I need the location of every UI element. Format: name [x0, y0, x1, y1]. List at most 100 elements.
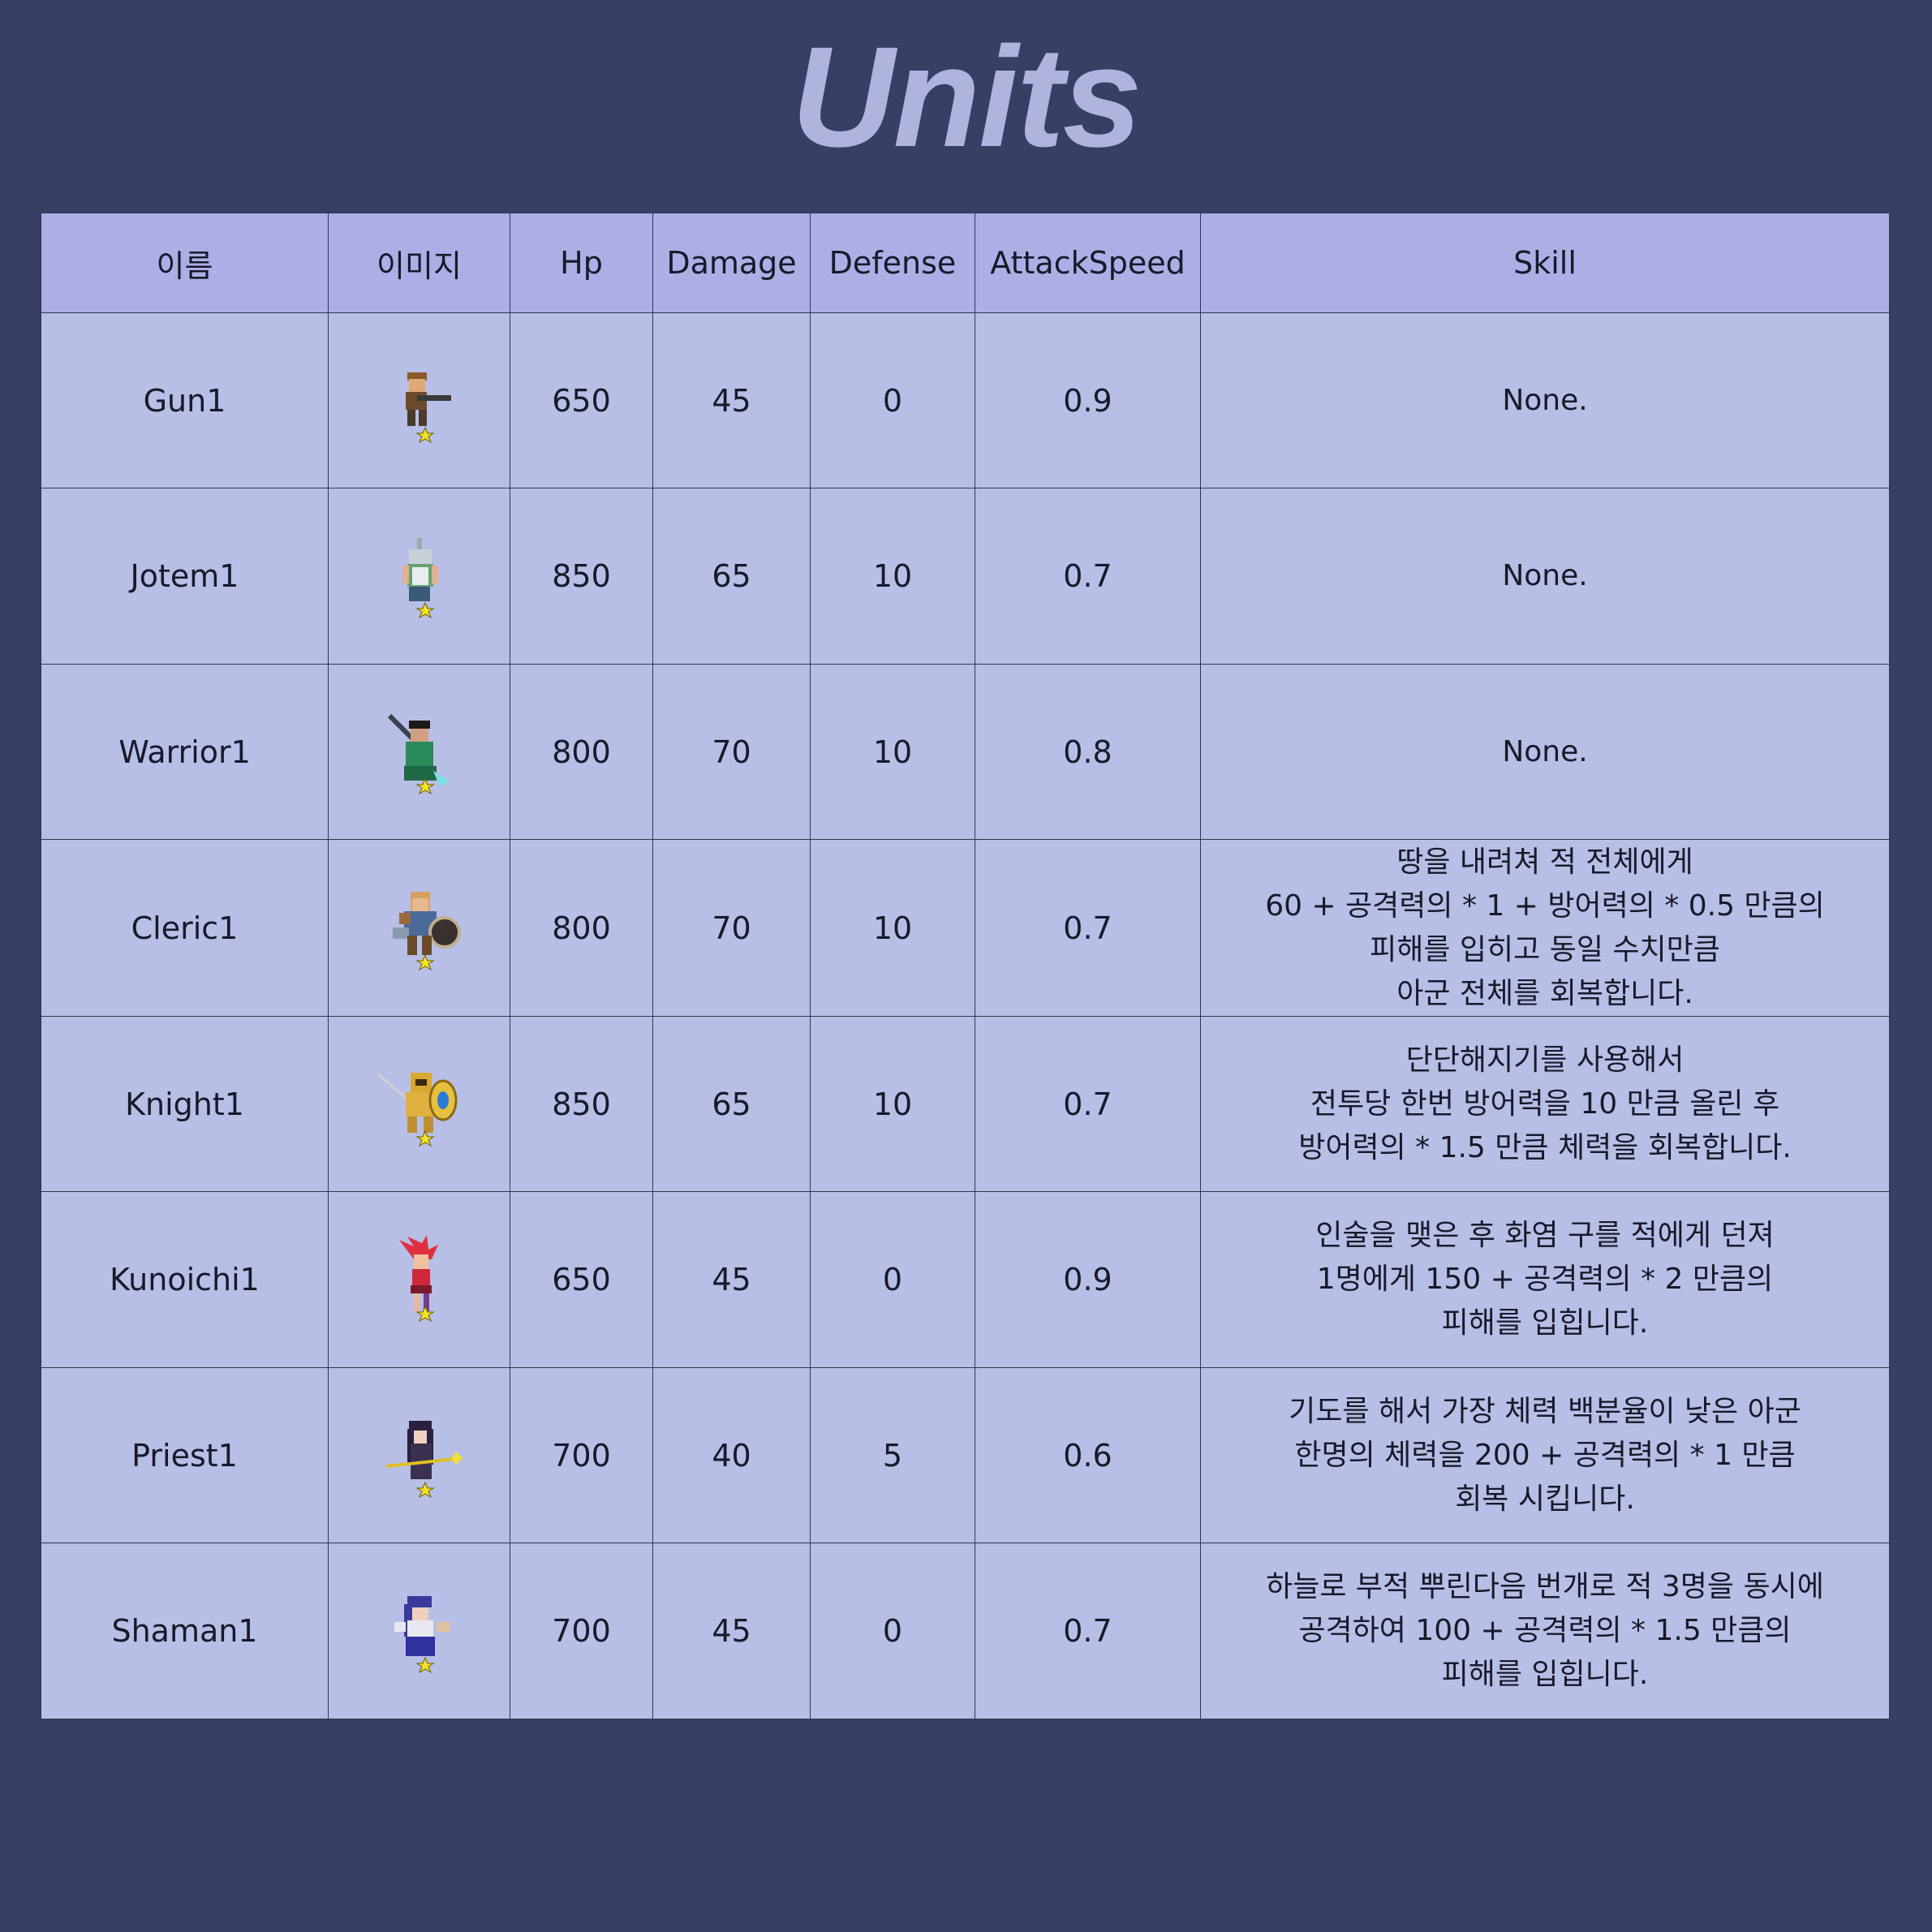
skill-text-line: 피해를 입히고 동일 수치만큼: [1370, 932, 1720, 966]
unit-image-cell: [328, 663, 510, 841]
knight-sprite-icon: [377, 1072, 457, 1147]
page-title: Units: [791, 18, 1142, 177]
unit-hp-cell: 700: [510, 1543, 653, 1719]
column-header-attackspeed: AttackSpeed: [975, 213, 1201, 313]
unit-name-cell: Priest1: [41, 1366, 329, 1544]
skill-text-line: 1명에게 150 + 공격력의 * 2 만큼의: [1316, 1263, 1774, 1297]
unit-name-cell: Warrior1: [41, 663, 329, 841]
unit-image-cell: [328, 1366, 510, 1544]
unit-hp-cell: 650: [510, 1191, 653, 1368]
unit-defense-cell: 10: [810, 663, 975, 841]
table-row: Gun1 650 45 0 0.9 None.: [41, 312, 1890, 489]
skill-text-line: 단단해지기를 사용해서: [1405, 1043, 1685, 1077]
priest-sprite-icon: [385, 1420, 463, 1498]
cleric-sprite-icon: [392, 891, 461, 970]
unit-attackspeed-cell: 0.7: [975, 1543, 1201, 1719]
unit-damage-cell: 70: [652, 663, 811, 841]
table-row: Jotem1 850 65 10 0.7 None.: [41, 488, 1890, 665]
column-header-hp: Hp: [510, 213, 653, 313]
skill-text-line: 하늘로 부적 뿌린다음 번개로 적 3명을 동시에: [1266, 1570, 1824, 1604]
unit-defense-cell: 10: [810, 1015, 975, 1193]
unit-attackspeed-cell: 0.6: [975, 1366, 1201, 1544]
column-header-damage: Damage: [652, 213, 811, 313]
unit-attackspeed-cell: 0.9: [975, 1191, 1201, 1368]
unit-damage-cell: 65: [652, 488, 811, 665]
unit-skill-cell: None.: [1200, 663, 1890, 841]
shaman-sprite-icon: [394, 1596, 450, 1674]
skill-text-line: None.: [1502, 559, 1588, 593]
unit-name-cell: Kunoichi1: [41, 1191, 329, 1368]
unit-hp-cell: 650: [510, 312, 653, 489]
units-table: 이름 이미지 Hp Damage Defense AttackSpeed Ski…: [41, 213, 1890, 1719]
unit-damage-cell: 45: [652, 312, 811, 489]
unit-image-cell: [328, 839, 510, 1017]
kunoichi-sprite-icon: [398, 1235, 438, 1323]
unit-damage-cell: 40: [652, 1366, 811, 1544]
unit-name-cell: Gun1: [41, 312, 329, 489]
column-header-defense: Defense: [810, 213, 975, 313]
skill-text-line: 피해를 입힙니다.: [1441, 1306, 1649, 1340]
unit-defense-cell: 5: [810, 1366, 975, 1544]
skill-text-line: 아군 전체를 회복합니다.: [1396, 976, 1693, 1010]
table-row: Warrior1 800 70 10 0.8 None.: [41, 663, 1890, 841]
skill-text-line: 회복 시킵니다.: [1455, 1482, 1635, 1516]
unit-name-cell: Knight1: [41, 1015, 329, 1193]
jotem-sprite-icon: [402, 538, 438, 619]
unit-defense-cell: 10: [810, 839, 975, 1017]
skill-text-line: None.: [1502, 383, 1588, 417]
unit-hp-cell: 800: [510, 663, 653, 841]
unit-image-cell: [328, 488, 510, 665]
column-header-image: 이미지: [328, 213, 510, 313]
unit-damage-cell: 45: [652, 1191, 811, 1368]
unit-skill-cell: 인술을 맺은 후 화염 구를 적에게 던져 1명에게 150 + 공격력의 * 2…: [1200, 1191, 1890, 1368]
column-header-name: 이름: [41, 213, 329, 313]
unit-image-cell: [328, 1015, 510, 1193]
unit-defense-cell: 0: [810, 1543, 975, 1719]
skill-text-line: 기도를 해서 가장 체력 백분율이 낮은 아군: [1289, 1394, 1801, 1428]
skill-text-line: 전투당 한번 방어력을 10 만큼 올린 후: [1310, 1086, 1780, 1121]
unit-skill-cell: None.: [1200, 488, 1890, 665]
unit-name-cell: Shaman1: [41, 1543, 329, 1719]
unit-name-cell: Jotem1: [41, 488, 329, 665]
unit-hp-cell: 850: [510, 1015, 653, 1193]
unit-name-cell: Cleric1: [41, 839, 329, 1017]
unit-damage-cell: 45: [652, 1543, 811, 1719]
unit-attackspeed-cell: 0.8: [975, 663, 1201, 841]
unit-attackspeed-cell: 0.7: [975, 1015, 1201, 1193]
unit-damage-cell: 70: [652, 839, 811, 1017]
table-header-row: 이름 이미지 Hp Damage Defense AttackSpeed Ski…: [41, 213, 1890, 313]
unit-skill-cell: None.: [1200, 312, 1890, 489]
table-row: Priest1 700 40 5 0.6 기도를 해서 가장 체력 백분율이 낮은 아군…: [41, 1366, 1890, 1544]
skill-text-line: 한명의 체력을 200 + 공격력의 * 1 만큼: [1294, 1438, 1796, 1472]
gunner-sprite-icon: [405, 372, 451, 443]
unit-image-cell: [328, 1191, 510, 1368]
unit-defense-cell: 10: [810, 488, 975, 665]
unit-hp-cell: 700: [510, 1366, 653, 1544]
unit-defense-cell: 0: [810, 312, 975, 489]
table-row: Kunoichi1 650 45 0 0.9 인술을 맺은 후 화염 구를 적에게 던져…: [41, 1191, 1890, 1368]
column-header-skill: Skill: [1200, 213, 1890, 313]
skill-text-line: 공격하여 100 + 공격력의 * 1.5 만큼의: [1298, 1614, 1792, 1648]
unit-hp-cell: 850: [510, 488, 653, 665]
skill-text-line: 방어력의 * 1.5 만큼 체력을 회복합니다.: [1298, 1130, 1792, 1164]
table-row: Cleric1 800 70 10 0.7 땅을 내려쳐 적 전체에게 60 + 공격력의…: [41, 839, 1890, 1017]
unit-hp-cell: 800: [510, 839, 653, 1017]
skill-text-line: None.: [1502, 734, 1588, 768]
table-row: Shaman1 700 45 0 0.7 하늘로 부적 뿌린다음 번개로 적 3명을 동…: [41, 1543, 1890, 1719]
skill-text-line: 인술을 맺은 후 화염 구를 적에게 던져: [1315, 1219, 1775, 1253]
table-row: Knight1 850 65 10 0.7 단단해지기를 사용해서 전투당 한번 방어력을…: [41, 1015, 1890, 1193]
unit-image-cell: [328, 312, 510, 489]
unit-attackspeed-cell: 0.7: [975, 488, 1201, 665]
unit-attackspeed-cell: 0.9: [975, 312, 1201, 489]
unit-defense-cell: 0: [810, 1191, 975, 1368]
unit-skill-cell: 땅을 내려쳐 적 전체에게 60 + 공격력의 * 1 + 방어력의 * 0.5 …: [1200, 839, 1890, 1017]
skill-text-line: 땅을 내려쳐 적 전체에게: [1396, 845, 1693, 879]
warrior-sprite-icon: [387, 713, 450, 794]
unit-attackspeed-cell: 0.7: [975, 839, 1201, 1017]
unit-damage-cell: 65: [652, 1015, 811, 1193]
skill-text-line: 피해를 입힙니다.: [1441, 1658, 1649, 1692]
skill-text-line: 60 + 공격력의 * 1 + 방어력의 * 0.5 만큼의: [1265, 889, 1825, 923]
